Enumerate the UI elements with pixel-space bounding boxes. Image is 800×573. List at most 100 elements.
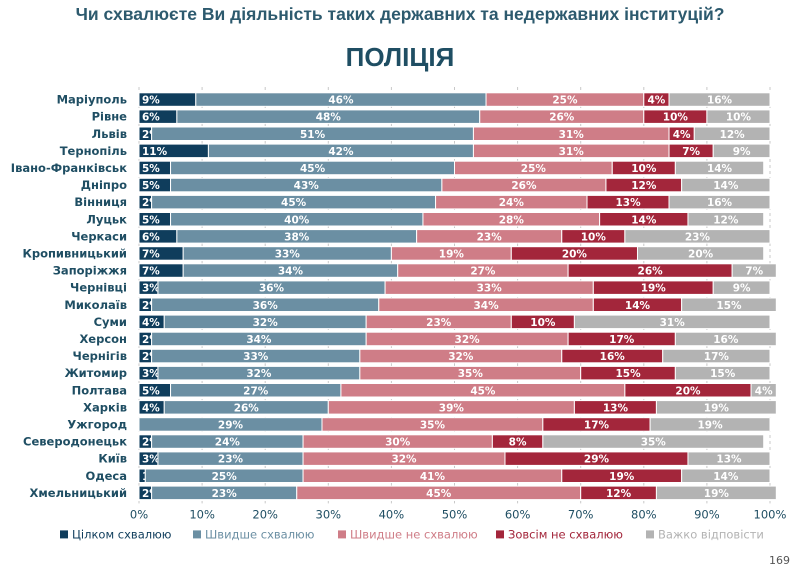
- data-label: 10%: [631, 163, 657, 175]
- category-label: Львів: [92, 127, 127, 141]
- data-label: 23%: [685, 231, 711, 243]
- category-label: Кропивницький: [22, 246, 127, 260]
- legend-swatch: [60, 530, 68, 539]
- bar-segment: [636, 246, 765, 261]
- data-label: 14%: [713, 180, 739, 192]
- bar-segment: [649, 417, 771, 432]
- category-label: Суми: [94, 315, 127, 329]
- bar-segment: [681, 297, 777, 312]
- category-label: Полтава: [72, 383, 127, 397]
- x-tick-label: 90%: [694, 507, 720, 521]
- bar-segment: [542, 434, 765, 449]
- bar-segment: [655, 485, 777, 501]
- x-tick-label: 20%: [252, 507, 278, 521]
- data-label: 46%: [328, 95, 354, 107]
- data-label: 4%: [673, 129, 691, 141]
- category-label: Житомир: [65, 366, 127, 380]
- bar-segment: [573, 314, 771, 330]
- category-label: Вінниця: [74, 195, 127, 209]
- x-tick-label: 60%: [505, 507, 531, 521]
- bar-segment: [693, 126, 771, 141]
- data-label: 9%: [733, 146, 751, 158]
- data-label: 51%: [300, 129, 326, 141]
- data-label: 6%: [142, 112, 160, 124]
- data-label: 4%: [755, 385, 773, 397]
- data-label: 10%: [581, 231, 607, 243]
- data-label: 15%: [716, 300, 742, 312]
- data-label: 23%: [218, 454, 244, 466]
- data-label: 8%: [509, 437, 527, 449]
- data-label: 31%: [559, 129, 585, 141]
- data-label: 12%: [713, 214, 739, 226]
- data-label: 14%: [707, 163, 733, 175]
- category-label: Чернівці: [70, 281, 127, 295]
- data-label: 15%: [710, 368, 736, 380]
- bar-segment: [712, 280, 771, 295]
- data-label: 11%: [142, 146, 168, 158]
- bar-segment: [731, 263, 777, 278]
- data-label: 10%: [530, 317, 556, 329]
- category-label: Тернопіль: [60, 144, 127, 158]
- data-label: 4%: [142, 402, 160, 414]
- legend-swatch: [338, 530, 346, 539]
- data-label: 40%: [284, 214, 310, 226]
- bar-segment: [750, 383, 777, 398]
- category-label: Дніпро: [81, 178, 127, 192]
- data-label: 32%: [448, 351, 474, 363]
- data-label: 38%: [284, 231, 310, 243]
- data-label: 35%: [458, 368, 484, 380]
- category-label: Ужгород: [67, 417, 127, 431]
- data-label: 7%: [142, 266, 160, 278]
- category-label: Рівне: [92, 110, 128, 124]
- data-label: 17%: [704, 351, 730, 363]
- data-label: 28%: [499, 214, 525, 226]
- data-label: 23%: [477, 231, 503, 243]
- bar-segment: [681, 177, 771, 193]
- header-title: Чи схвалюєте Ви діяльність таких державн…: [75, 4, 725, 24]
- data-label: 25%: [552, 95, 578, 107]
- legend-label: Швидше схвалюю: [205, 527, 315, 541]
- data-label: 13%: [716, 454, 742, 466]
- data-label: 13%: [615, 197, 641, 209]
- category-label: Черкаси: [71, 229, 127, 243]
- data-label: 34%: [246, 334, 272, 346]
- data-label: 4%: [142, 317, 160, 329]
- data-label: 31%: [660, 317, 686, 329]
- category-label: Харків: [83, 400, 127, 414]
- category-label: Запоріжжя: [53, 264, 127, 278]
- data-label: 35%: [420, 419, 446, 431]
- data-label: 25%: [521, 163, 547, 175]
- data-label: 19%: [704, 488, 730, 500]
- legend-swatch: [193, 530, 201, 539]
- data-label: 45%: [470, 385, 496, 397]
- data-label: 3%: [142, 368, 160, 380]
- data-label: 33%: [275, 248, 301, 260]
- data-label: 45%: [426, 488, 452, 500]
- data-label: 20%: [562, 248, 588, 260]
- data-label: 5%: [142, 163, 160, 175]
- data-label: 7%: [745, 266, 763, 278]
- data-label: 48%: [316, 112, 342, 124]
- data-label: 36%: [259, 283, 285, 295]
- bar-segment: [655, 400, 777, 415]
- data-label: 17%: [584, 419, 610, 431]
- data-label: 19%: [697, 419, 723, 431]
- x-tick-label: 10%: [189, 507, 215, 521]
- data-label: 19%: [641, 283, 667, 295]
- category-label: Хмельницький: [30, 486, 127, 500]
- data-label: 27%: [470, 266, 496, 278]
- bar-segment: [624, 229, 771, 244]
- x-tick-label: 100%: [754, 507, 787, 521]
- bar-segment: [687, 212, 765, 227]
- data-label: 29%: [584, 454, 610, 466]
- legend-swatch: [646, 530, 654, 539]
- data-label: 32%: [455, 334, 481, 346]
- category-label: Київ: [98, 452, 127, 466]
- data-label: 39%: [439, 402, 465, 414]
- data-label: 5%: [142, 214, 160, 226]
- data-label: 15%: [615, 368, 641, 380]
- data-label: 5%: [142, 385, 160, 397]
- data-label: 12%: [631, 180, 657, 192]
- data-label: 10%: [663, 112, 689, 124]
